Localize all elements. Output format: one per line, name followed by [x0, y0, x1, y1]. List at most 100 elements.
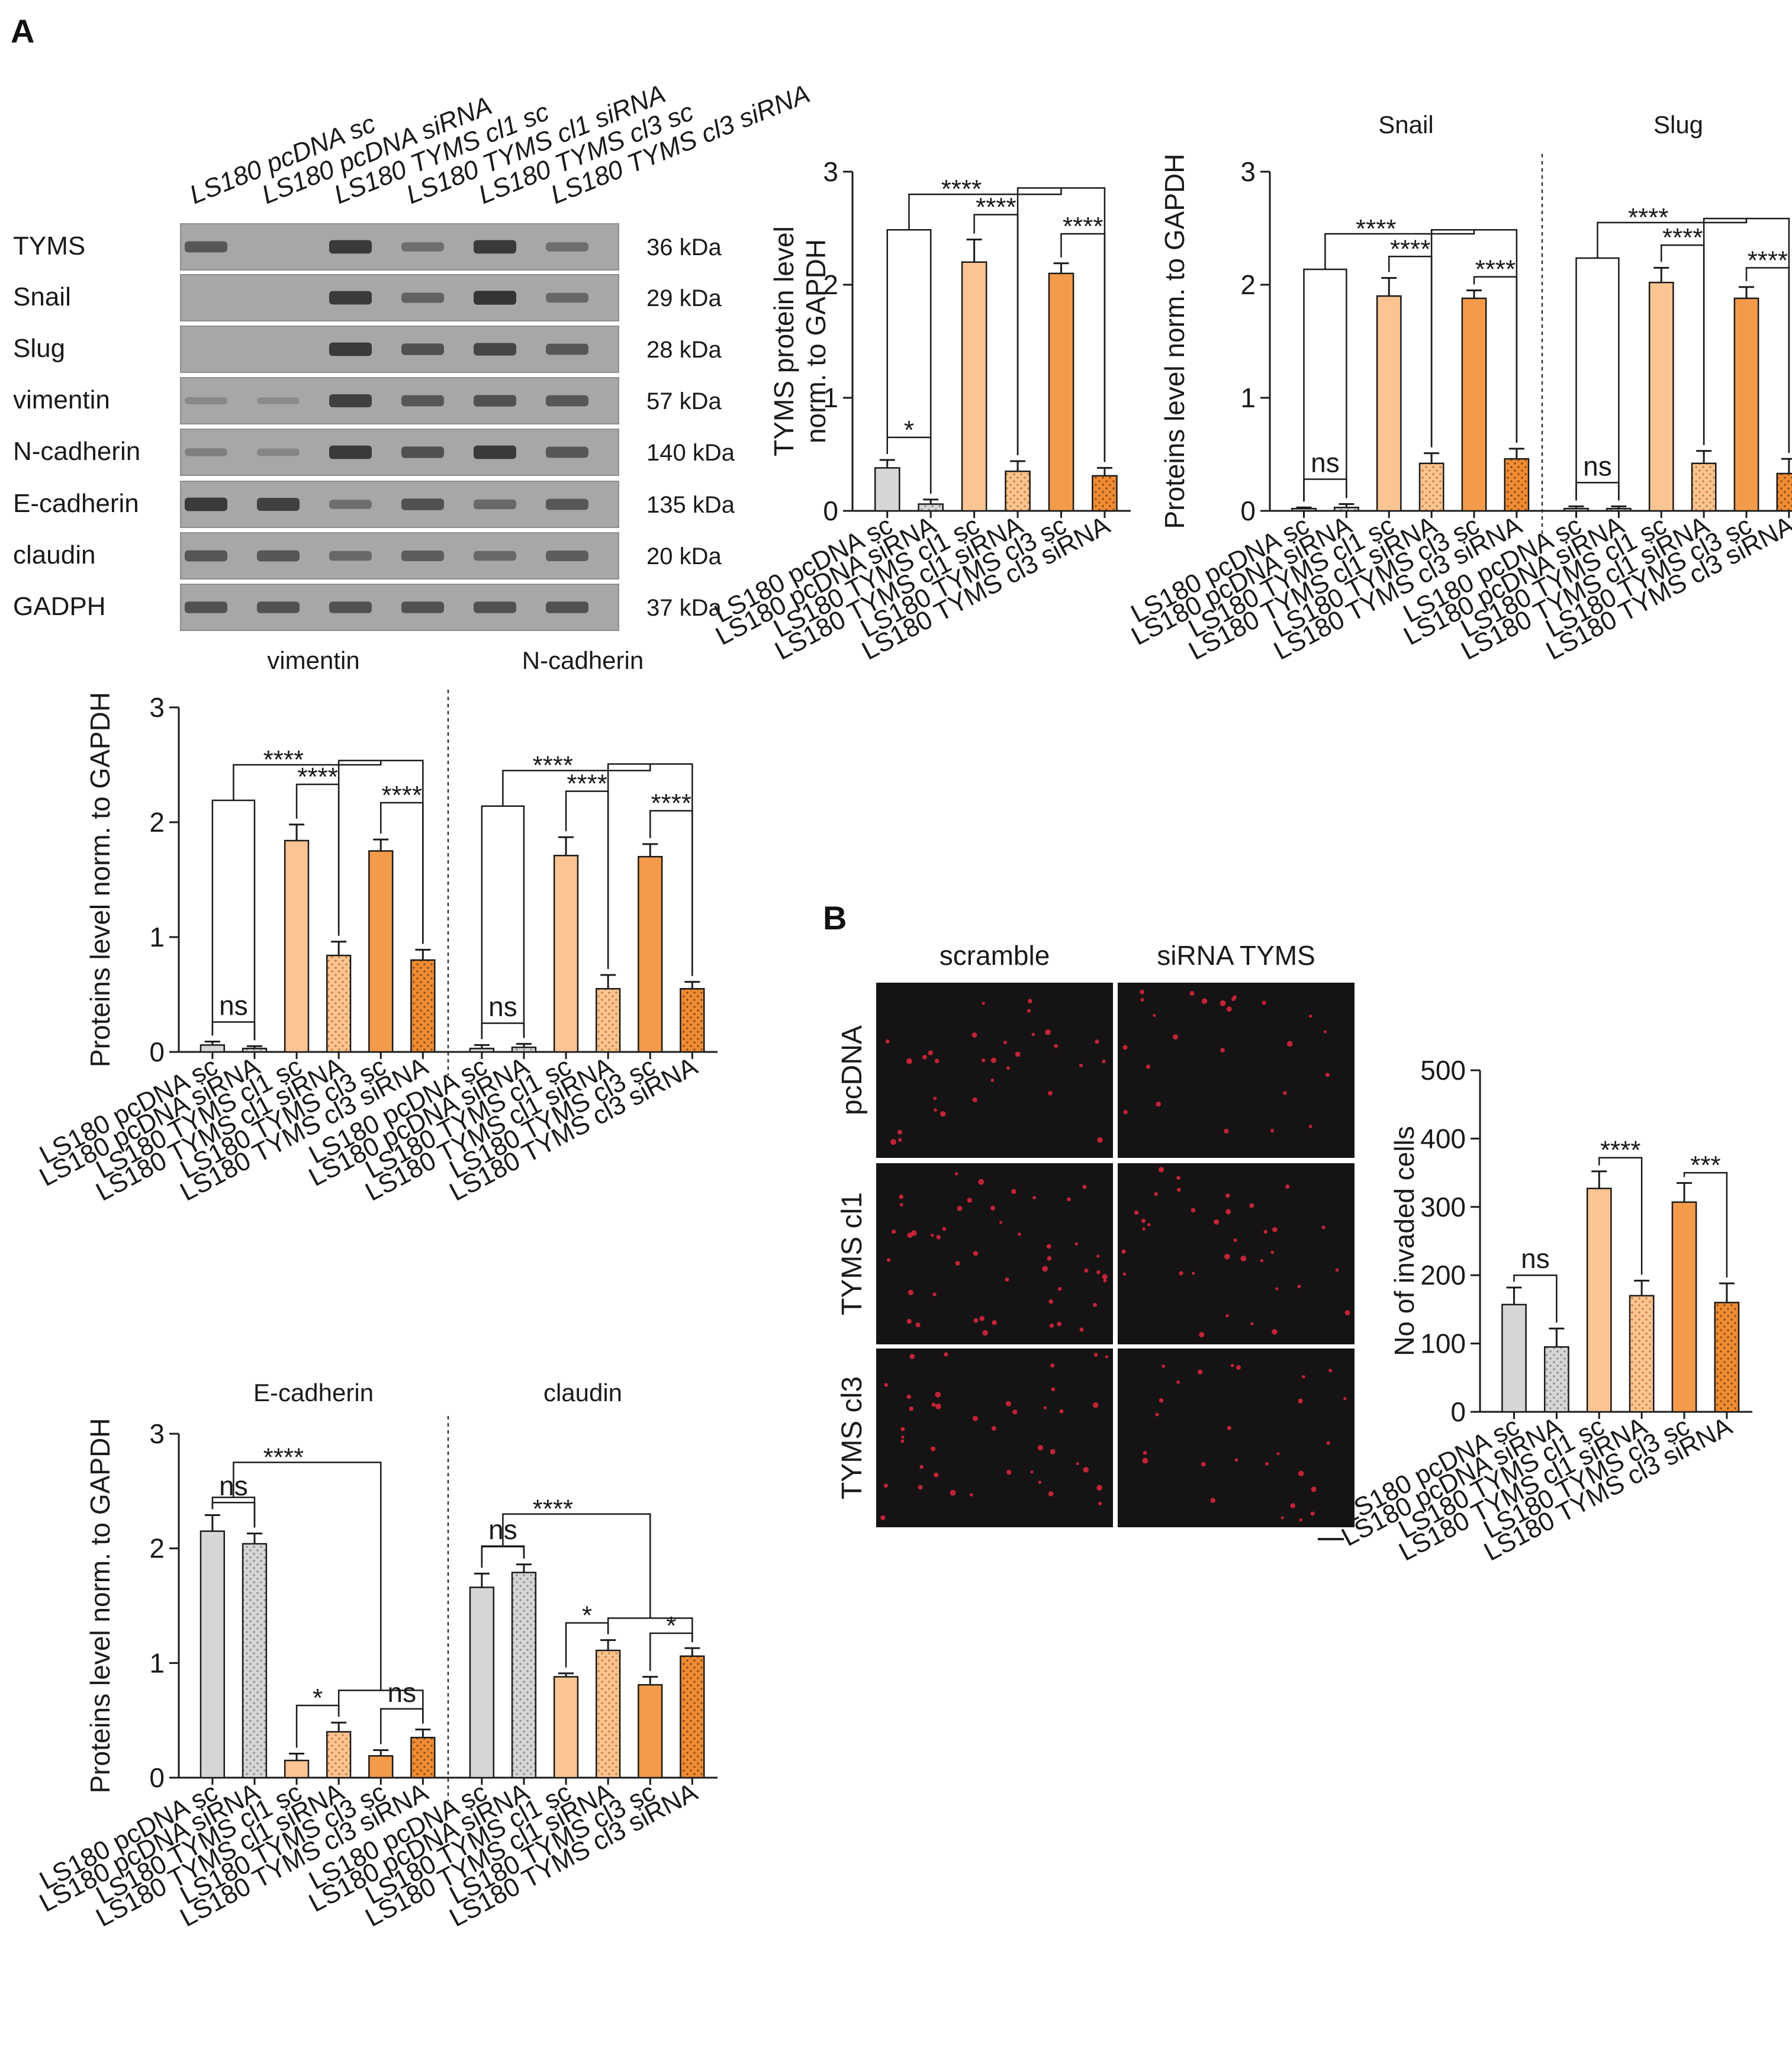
significance-label: * — [313, 1684, 323, 1713]
invaded-cell — [1156, 1101, 1161, 1107]
invaded-cell — [1030, 1470, 1034, 1474]
invaded-cell — [1227, 1425, 1231, 1430]
invaded-cell — [950, 1489, 956, 1496]
invaded-cell — [936, 1235, 941, 1240]
y-axis-label: Proteins level norm. to GAPDH — [85, 692, 115, 1067]
invaded-cell — [1140, 997, 1144, 1002]
y-tick-label: 500 — [1420, 1055, 1466, 1086]
blot-protein-label: E-cadherin — [13, 489, 139, 518]
blot-band — [401, 601, 444, 613]
blot-band — [401, 551, 444, 561]
y-tick-label: 3 — [149, 692, 165, 723]
bar — [1544, 1346, 1569, 1413]
invaded-cell — [1059, 1409, 1064, 1414]
invaded-cell — [972, 1415, 978, 1421]
significance-label: ns — [1311, 448, 1340, 478]
invaded-cell — [909, 1406, 914, 1411]
blot-strip-border — [180, 223, 619, 271]
invaded-cell — [1142, 1457, 1148, 1464]
bar — [1586, 1187, 1612, 1413]
blot-kda-label: 57 kDa — [646, 388, 722, 414]
bar — [596, 1649, 621, 1779]
blot-band — [257, 550, 300, 562]
bar — [961, 261, 987, 512]
invaded-cell — [1328, 1369, 1333, 1373]
invaded-cell — [1201, 998, 1208, 1004]
blot-band — [474, 445, 516, 459]
y-tick-label: 1 — [149, 1647, 165, 1678]
invaded-cell — [1272, 1227, 1278, 1232]
bar — [469, 1586, 495, 1779]
significance-label: ns — [1583, 450, 1612, 481]
invaded-cell — [1143, 1450, 1147, 1455]
invaded-cell — [1225, 1209, 1231, 1215]
invaded-cell — [1092, 1303, 1098, 1308]
significance-bracket — [565, 1622, 609, 1668]
significance-label: **** — [263, 745, 304, 774]
blot-strip-border — [180, 584, 619, 631]
invaded-cell — [1102, 1059, 1106, 1064]
invaded-cell — [1141, 1218, 1146, 1223]
blot-strip — [181, 224, 619, 270]
micrograph-column-label: scramble — [940, 940, 1050, 971]
blot-kda-label: 29 kDa — [646, 285, 722, 311]
significance-bracket — [1598, 1157, 1643, 1275]
invaded-cell — [972, 1097, 977, 1103]
invaded-cell — [982, 1002, 985, 1005]
bar — [680, 1655, 705, 1779]
invaded-cell — [1050, 1449, 1056, 1454]
invaded-cell — [931, 1446, 936, 1451]
invaded-cell — [1155, 1412, 1159, 1417]
invasion-micrographs: scramble siRNA TYMS pcDNA TYMS cl1 TYMS cl3 — [837, 940, 1355, 1540]
significance-bracket — [1661, 244, 1705, 445]
group-title: E-cadherin — [253, 1379, 374, 1407]
y-axis-label: No of invaded cells — [1389, 1126, 1420, 1356]
blot-band — [185, 448, 227, 456]
invaded-cell — [1344, 1310, 1350, 1316]
invaded-cell — [1048, 1090, 1053, 1096]
micrograph-panel — [876, 983, 1113, 1158]
invaded-cell — [1037, 1445, 1043, 1451]
invaded-cell — [1162, 1364, 1166, 1368]
bar — [1733, 297, 1759, 512]
invaded-cell — [1302, 1375, 1305, 1379]
blot-kda-label: 28 kDa — [646, 337, 722, 363]
bar — [1334, 507, 1359, 512]
blot-band — [329, 445, 372, 459]
bar — [368, 850, 394, 1053]
significance-bracket — [295, 1704, 340, 1748]
blot-protein-label: vimentin — [13, 385, 110, 414]
invaded-cell — [942, 1227, 947, 1231]
invaded-cell — [1173, 1034, 1178, 1040]
blot-protein-label: claudin — [13, 540, 95, 569]
invaded-cell — [1005, 1277, 1009, 1282]
blot-band — [329, 342, 372, 356]
invaded-cell — [1308, 1124, 1312, 1128]
blot-protein-label: Snail — [13, 282, 71, 311]
invaded-cell — [1076, 1462, 1079, 1466]
significance-bracket — [649, 1632, 693, 1671]
significance-label: **** — [1390, 234, 1431, 263]
significance-bracket — [1597, 218, 1748, 258]
significance-bracket — [1473, 276, 1518, 443]
invaded-cell — [890, 1139, 896, 1145]
invaded-cell — [1045, 1029, 1051, 1035]
significance-bracket — [1745, 267, 1790, 453]
y-tick-label: 0 — [149, 1762, 165, 1793]
invaded-cell — [1263, 1230, 1267, 1234]
bar — [874, 467, 900, 512]
blot-band — [401, 395, 444, 407]
invaded-cell — [1096, 1254, 1100, 1258]
invaded-cell — [919, 1465, 924, 1469]
invaded-cell — [1140, 989, 1144, 995]
y-tick-label: 400 — [1420, 1123, 1466, 1154]
bar — [553, 855, 579, 1053]
blot-protein-label: Slug — [13, 334, 65, 363]
invaded-cell — [883, 1483, 888, 1488]
significance-label: *** — [1690, 1151, 1720, 1180]
bar — [242, 1047, 268, 1053]
significance-bracket — [649, 810, 693, 976]
significance-label: **** — [533, 751, 574, 780]
invaded-cell — [1074, 1242, 1079, 1245]
